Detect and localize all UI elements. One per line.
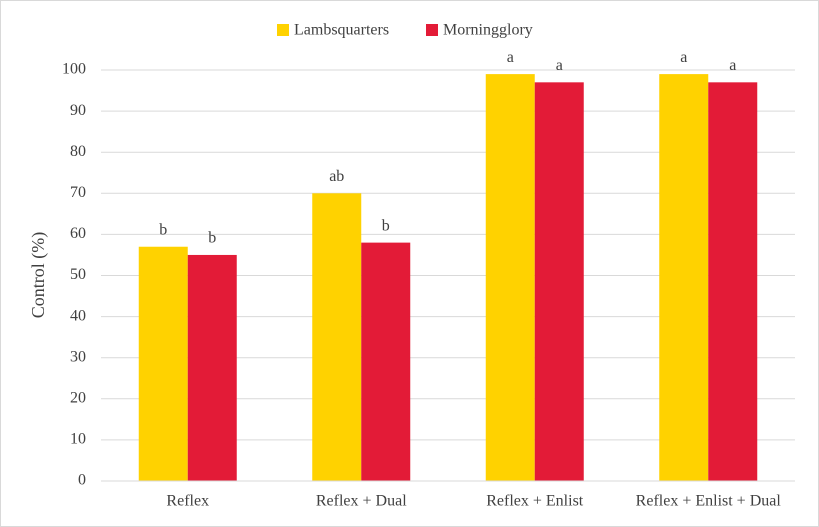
x-tick-label: Reflex + Enlist + Dual: [636, 493, 782, 510]
bar: [312, 193, 362, 482]
y-axis-title: Control (%): [28, 232, 49, 318]
bar: [708, 82, 758, 481]
y-tick-label: 40: [70, 307, 86, 324]
y-tick-label: 10: [70, 431, 86, 448]
significance-letter: ab: [329, 168, 344, 185]
y-tick-label: 0: [78, 472, 86, 489]
bar: [361, 242, 411, 481]
bar: [659, 74, 709, 482]
significance-letter: b: [208, 230, 216, 247]
significance-letter: a: [729, 57, 736, 74]
y-tick-label: 80: [70, 143, 86, 160]
bar: [534, 82, 584, 481]
y-tick-label: 20: [70, 389, 86, 406]
legend-marker: [426, 24, 438, 36]
y-tick-label: 100: [62, 61, 86, 78]
y-tick-label: 50: [70, 266, 86, 283]
bar: [138, 246, 188, 481]
bar: [485, 74, 535, 482]
bar: [187, 254, 237, 481]
y-tick-label: 60: [70, 225, 86, 242]
significance-letter: a: [507, 49, 514, 66]
significance-letter: a: [556, 57, 563, 74]
significance-letter: b: [159, 221, 167, 238]
significance-letter: b: [382, 217, 390, 234]
y-tick-label: 90: [70, 102, 86, 119]
y-tick-label: 70: [70, 184, 86, 201]
legend-marker: [277, 24, 289, 36]
x-tick-label: Reflex + Enlist: [486, 493, 584, 510]
legend-label: Lambsquarters: [294, 22, 389, 39]
x-tick-label: Reflex + Dual: [316, 493, 407, 510]
y-tick-label: 30: [70, 348, 86, 365]
significance-letter: a: [680, 49, 687, 66]
legend-label: Morningglory: [443, 22, 533, 39]
x-tick-label: Reflex: [166, 493, 209, 510]
